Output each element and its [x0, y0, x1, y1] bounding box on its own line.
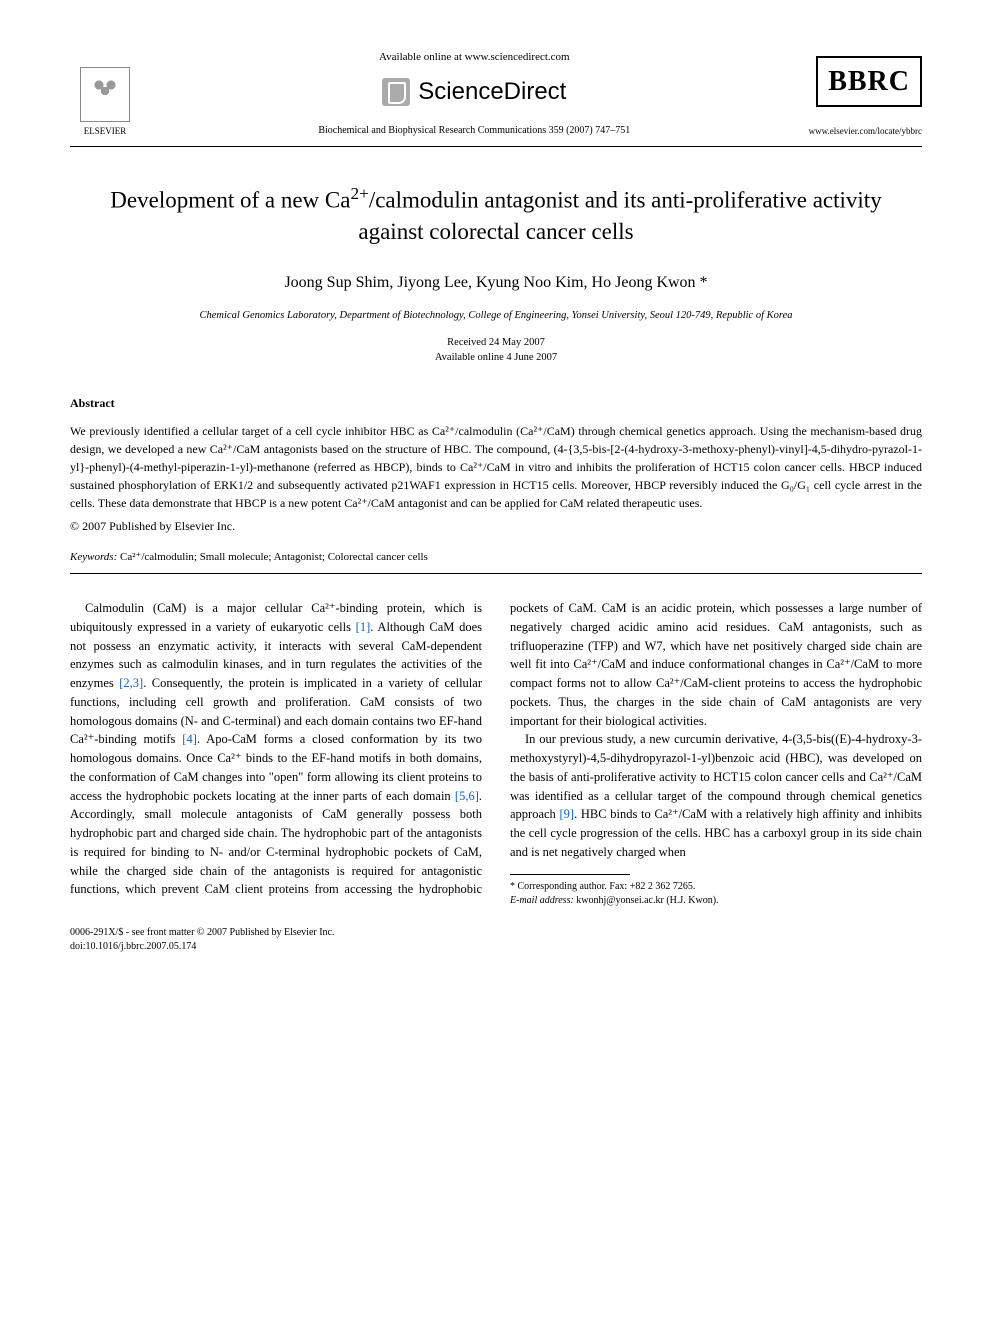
article-title: Development of a new Ca2+/calmodulin ant…: [110, 182, 882, 247]
footnote-divider: [510, 874, 630, 875]
affiliation: Chemical Genomics Laboratory, Department…: [70, 309, 922, 324]
author-list: Joong Sup Shim, Jiyong Lee, Kyung Noo Ki…: [70, 272, 922, 294]
body-paragraph: In our previous study, a new curcumin de…: [510, 730, 922, 861]
available-online-text: Available online at www.sciencedirect.co…: [140, 50, 809, 65]
title-part: /calmodulin antagonist and its anti-prol…: [358, 188, 881, 244]
article-dates: Received 24 May 2007 Available online 4 …: [70, 336, 922, 365]
footnote-email-label: E-mail address:: [510, 895, 574, 906]
sciencedirect-brand: ScienceDirect: [140, 75, 809, 109]
journal-url: www.elsevier.com/locate/ybbrc: [809, 125, 922, 138]
page-footer: 0006-291X/$ - see front matter © 2007 Pu…: [70, 926, 922, 954]
journal-reference: Biochemical and Biophysical Research Com…: [140, 124, 809, 138]
footnote-email-suffix: (H.J. Kwon).: [666, 895, 718, 906]
corresponding-author-footnote: * Corresponding author. Fax: +82 2 362 7…: [510, 880, 922, 908]
sciencedirect-text: ScienceDirect: [418, 75, 566, 109]
footnote-fax: * Corresponding author. Fax: +82 2 362 7…: [510, 880, 922, 894]
header-divider: [70, 146, 922, 147]
abstract-copyright: © 2007 Published by Elsevier Inc.: [70, 518, 922, 535]
footer-front-matter: 0006-291X/$ - see front matter © 2007 Pu…: [70, 926, 922, 940]
body-text: Calmodulin (CaM) is a major cellular Ca²…: [70, 599, 922, 908]
title-part: Development of a new Ca: [110, 188, 350, 213]
abstract-heading: Abstract: [70, 395, 922, 412]
elsevier-label: ELSEVIER: [84, 125, 127, 138]
available-date: Available online 4 June 2007: [70, 351, 922, 366]
elsevier-tree-icon: [80, 67, 130, 122]
citation-link[interactable]: [9]: [559, 807, 574, 821]
page-header: ELSEVIER Available online at www.science…: [70, 50, 922, 138]
bbrc-logo: BBRC: [816, 56, 922, 107]
elsevier-logo: ELSEVIER: [70, 58, 140, 138]
citation-link[interactable]: [1]: [356, 620, 371, 634]
citation-link[interactable]: [4]: [182, 732, 197, 746]
title-superscript: 2+: [350, 184, 368, 203]
keywords-label: Keywords:: [70, 551, 117, 563]
center-header: Available online at www.sciencedirect.co…: [140, 50, 809, 138]
abstract-text: We previously identified a cellular targ…: [70, 422, 922, 512]
received-date: Received 24 May 2007: [70, 336, 922, 351]
journal-brand-box: BBRC www.elsevier.com/locate/ybbrc: [809, 56, 922, 138]
sciencedirect-icon: [382, 78, 410, 106]
footnote-email[interactable]: kwonhj@yonsei.ac.kr: [574, 895, 667, 906]
section-divider: [70, 573, 922, 574]
footer-doi: doi:10.1016/j.bbrc.2007.05.174: [70, 940, 922, 954]
keywords-text: Ca²⁺/calmodulin; Small molecule; Antagon…: [117, 551, 428, 563]
footnote-email-line: E-mail address: kwonhj@yonsei.ac.kr (H.J…: [510, 894, 922, 908]
citation-link[interactable]: [5,6]: [455, 789, 479, 803]
citation-link[interactable]: [2,3]: [119, 676, 143, 690]
keywords-line: Keywords: Ca²⁺/calmodulin; Small molecul…: [70, 550, 922, 565]
